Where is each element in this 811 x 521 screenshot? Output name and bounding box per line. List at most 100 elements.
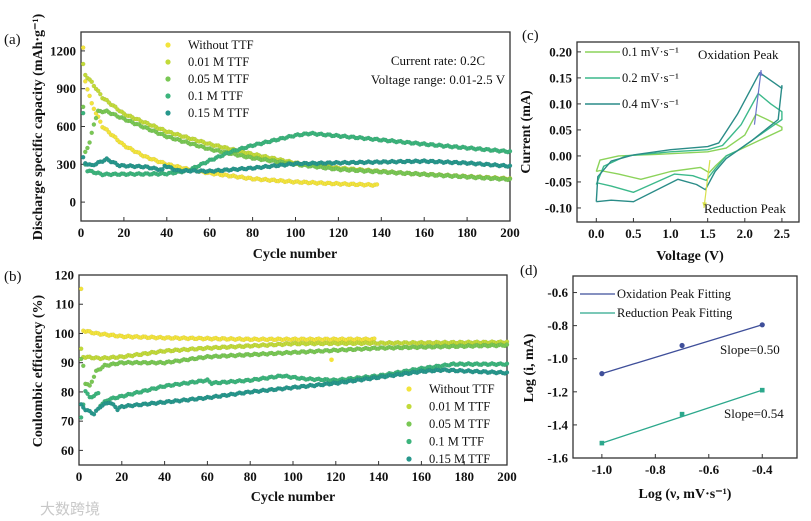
panel-c-ytick-label: -0.05 bbox=[545, 174, 573, 189]
panel-c-xtick-label: 2.5 bbox=[774, 226, 791, 241]
panel-a-data-point bbox=[82, 72, 88, 78]
panel-c-xtick-label: 1.5 bbox=[700, 226, 717, 241]
panel-b-xtick-label: 80 bbox=[244, 469, 257, 484]
panel-b-xtick-label: 120 bbox=[326, 469, 346, 484]
panel-a-data-point bbox=[87, 140, 92, 145]
panel-d-data-point bbox=[599, 440, 605, 446]
panel-a-ytick-label: 300 bbox=[57, 157, 77, 172]
panel-a-data-point bbox=[89, 130, 95, 136]
panel-b-data-point bbox=[78, 286, 84, 292]
panel-d-ytick-label: -1.6 bbox=[547, 451, 568, 466]
panel-a-legend-marker bbox=[165, 76, 171, 82]
panel-d-legend-label: Reduction Peak Fitting bbox=[617, 306, 733, 320]
panel-d-ytick-label: -1.4 bbox=[547, 417, 568, 432]
panel-a-data-point bbox=[85, 145, 90, 151]
panel-d-xtick-label: -0.8 bbox=[645, 462, 666, 477]
panel-d-xtick-label: -0.4 bbox=[752, 462, 773, 477]
panel-b-legend-label: 0.1 M TTF bbox=[429, 435, 484, 449]
panel-a-legend-marker bbox=[165, 42, 171, 48]
panel-a-xlabel: Cycle number bbox=[253, 247, 337, 262]
panel-b-xtick-label: 40 bbox=[158, 469, 171, 484]
panel-d-label: (d) bbox=[520, 263, 538, 279]
panel-a-data-point bbox=[82, 149, 88, 155]
panel-a-data-point bbox=[89, 79, 95, 85]
panel-b-data-point bbox=[85, 391, 90, 397]
panel-a-series-0-1-m-ttf bbox=[80, 110, 513, 178]
panel-b-ytick-label: 90 bbox=[61, 355, 74, 370]
panel-c-legend-label: 0.2 mV·s⁻¹ bbox=[622, 71, 679, 85]
panel-b-data-point bbox=[78, 402, 84, 407]
panel-a-data-point bbox=[80, 61, 86, 67]
panel-a-data-point bbox=[89, 100, 95, 106]
panel-a-data-point bbox=[80, 104, 86, 110]
panel-d-xtick-label: -1.0 bbox=[592, 462, 613, 477]
current-rate-annotation: Current rate: 0.2C bbox=[391, 53, 485, 68]
panel-d-ylabel: Log (i, mA) bbox=[522, 333, 537, 402]
reduction-peak-arrow bbox=[703, 160, 711, 209]
panel-c-xtick-label: 0.0 bbox=[588, 226, 604, 241]
panel-b-data-point bbox=[87, 383, 92, 388]
panel-d-xlabel: Log (ν, mV·s⁻¹) bbox=[639, 487, 732, 502]
panel-d-data-point bbox=[679, 411, 685, 417]
panel-b-series-0-05-m-ttf bbox=[78, 342, 510, 388]
panel-c-ytick-label: 0.15 bbox=[549, 70, 572, 85]
panel-b-data-point bbox=[113, 404, 118, 410]
panel-c-xtick-label: 0.5 bbox=[625, 226, 642, 241]
panel-b-data-point bbox=[504, 342, 510, 347]
panel-b-ytick-label: 60 bbox=[61, 443, 74, 458]
panel-a-data-point bbox=[98, 91, 103, 97]
panel-b-xtick-label: 20 bbox=[115, 469, 128, 484]
panel-a-data-point bbox=[82, 79, 88, 84]
panel-d-ytick-label: -1.0 bbox=[547, 351, 568, 366]
panel-a-legend-label: 0.1 M TTF bbox=[188, 89, 243, 103]
panel-b-ytick-label: 80 bbox=[61, 384, 74, 399]
reduction-peak-annotation: Reduction Peak bbox=[704, 201, 786, 216]
panel-b-series-0-01-m-ttf bbox=[78, 339, 510, 362]
panel-b-data-point bbox=[89, 379, 95, 385]
panel-a-xtick-label: 100 bbox=[286, 225, 306, 240]
panel-a-data-point bbox=[507, 176, 513, 182]
panel-a-data-point bbox=[91, 106, 97, 112]
panel-b-ytick-label: 70 bbox=[61, 414, 74, 429]
panel-b-data-point bbox=[78, 415, 84, 420]
oxidation-peak-annotation: Oxidation Peak bbox=[698, 47, 779, 62]
panel-a-ytick-label: 0 bbox=[70, 195, 77, 210]
panel-a-ylabel: Discharge specific capacity (mAh·g⁻¹) bbox=[31, 13, 46, 240]
panel-b-ylabel: Coulombic efficiency (%) bbox=[31, 294, 46, 447]
panel-a-xtick-label: 160 bbox=[414, 225, 434, 240]
panel-a-data-point bbox=[85, 87, 90, 92]
oxidation-slope-annotation: Slope=0.50 bbox=[720, 342, 780, 357]
panel-a-data-point bbox=[80, 45, 86, 50]
reduction-peak-arrow-head-icon bbox=[702, 202, 707, 208]
panel-d-xtick-label: -0.6 bbox=[698, 462, 719, 477]
panel-b-data-point bbox=[329, 357, 334, 363]
reduction-slope-annotation: Slope=0.54 bbox=[724, 406, 784, 421]
panel-b-data-point bbox=[91, 374, 97, 380]
panel-c-legend-label: 0.1 mV·s⁻¹ bbox=[622, 45, 679, 59]
panel-a-label: (a) bbox=[4, 32, 21, 48]
panel-a-data-point bbox=[91, 122, 97, 127]
panel-a-xtick-label: 0 bbox=[78, 225, 85, 240]
panel-b-data-point bbox=[504, 361, 510, 366]
panel-a-data-point bbox=[80, 154, 86, 160]
panel-a-xtick-label: 80 bbox=[246, 225, 259, 240]
panel-b-xtick-label: 160 bbox=[412, 469, 432, 484]
panel-a-xtick-label: 120 bbox=[329, 225, 349, 240]
panel-b-xtick-label: 100 bbox=[283, 469, 303, 484]
panel-b-legend-label: 0.15 M TTF bbox=[429, 452, 490, 466]
oxidation-peak-arrow-head-icon bbox=[758, 70, 763, 76]
panel-c-label: (c) bbox=[522, 28, 539, 44]
panel-b-xtick-label: 180 bbox=[454, 469, 474, 484]
panel-d-data-point bbox=[599, 371, 605, 377]
panel-b-legend-marker bbox=[406, 421, 412, 427]
panel-a-data-point bbox=[507, 163, 513, 168]
panel-b-xtick-label: 60 bbox=[201, 469, 214, 484]
panel-a-data-point bbox=[93, 115, 99, 121]
panel-b-legend-marker bbox=[406, 386, 412, 392]
panel-a-legend-marker bbox=[165, 59, 171, 65]
panel-b-legend-label: 0.05 M TTF bbox=[429, 417, 490, 431]
panel-d-data-point bbox=[759, 322, 765, 328]
panel-a-xtick-label: 140 bbox=[372, 225, 392, 240]
panel-a-data-point bbox=[374, 182, 380, 187]
